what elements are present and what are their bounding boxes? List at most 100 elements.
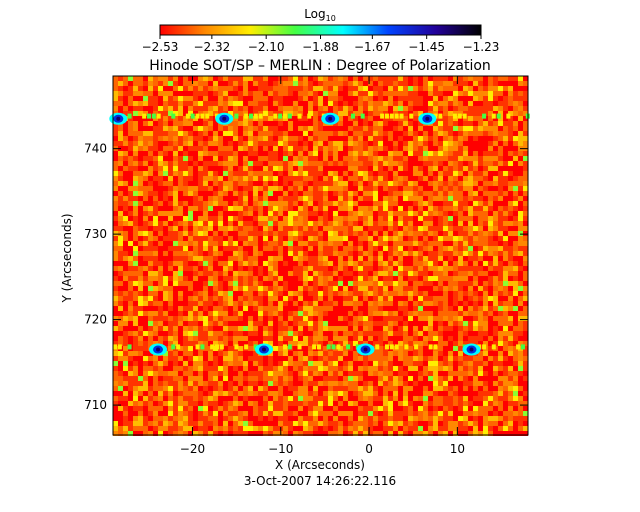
- heatmap-cell: [478, 366, 483, 371]
- heatmap-cell: [513, 241, 518, 246]
- heatmap-cell: [308, 191, 313, 196]
- heatmap-cell: [408, 356, 413, 361]
- heatmap-cell: [413, 151, 418, 156]
- heatmap-cell: [263, 216, 268, 221]
- heatmap-cell: [518, 261, 523, 266]
- heatmap-cell: [358, 136, 363, 141]
- heatmap-cell: [243, 221, 248, 226]
- heatmap-cell: [148, 311, 153, 316]
- heatmap-cell: [148, 321, 153, 326]
- heatmap-cell: [443, 201, 448, 206]
- heatmap-cell: [338, 306, 343, 311]
- heatmap-cell: [208, 121, 213, 126]
- heatmap-cell: [273, 291, 278, 296]
- heatmap-cell: [158, 151, 163, 156]
- heatmap-cell: [403, 171, 408, 176]
- heatmap-cell: [288, 151, 293, 156]
- heatmap-cell: [143, 301, 148, 306]
- heatmap-cell: [173, 326, 178, 331]
- heatmap-cell: [408, 326, 413, 331]
- heatmap-cell: [243, 296, 248, 301]
- heatmap-cell: [163, 341, 168, 346]
- heatmap-cell: [198, 156, 203, 161]
- heatmap-cell: [378, 126, 383, 131]
- heatmap-cell: [478, 356, 483, 361]
- heatmap-cell: [503, 136, 508, 141]
- heatmap-cell: [293, 336, 298, 341]
- heatmap-cell: [138, 356, 143, 361]
- heatmap-cell: [283, 261, 288, 266]
- heatmap-cell: [363, 96, 368, 101]
- heatmap-cell: [288, 181, 293, 186]
- heatmap-cell: [358, 216, 363, 221]
- heatmap-cell: [518, 171, 523, 176]
- heatmap-cell: [153, 96, 158, 101]
- heatmap-cell: [498, 281, 503, 286]
- heatmap-cell: [203, 316, 208, 321]
- heatmap-cell: [338, 316, 343, 321]
- heatmap-cell: [278, 211, 283, 216]
- heatmap-cell: [363, 371, 368, 376]
- heatmap-cell: [228, 321, 233, 326]
- heatmap-cell: [343, 296, 348, 301]
- heatmap-cell: [438, 366, 443, 371]
- heatmap-cell: [413, 256, 418, 261]
- heatmap-cell: [128, 136, 133, 141]
- heatmap-cell: [373, 311, 378, 316]
- heatmap-cell: [433, 136, 438, 141]
- heatmap-cell: [243, 271, 248, 276]
- heatmap-cell: [123, 146, 128, 151]
- heatmap-cell: [493, 191, 498, 196]
- heatmap-cell: [393, 156, 398, 161]
- heatmap-cell: [218, 181, 223, 186]
- heatmap-cell: [253, 171, 258, 176]
- heatmap-cell: [258, 341, 263, 346]
- heatmap-cell: [253, 296, 258, 301]
- heatmap-cell: [423, 326, 428, 331]
- heatmap-cell: [453, 191, 458, 196]
- heatmap-cell: [198, 171, 203, 176]
- heatmap-cell: [188, 121, 193, 126]
- heatmap-cell: [128, 226, 133, 231]
- heatmap-cell: [318, 106, 323, 111]
- heatmap-cell: [218, 131, 223, 136]
- heatmap-cell: [148, 226, 153, 231]
- heatmap-cell: [488, 81, 493, 86]
- heatmap-cell: [473, 101, 478, 106]
- heatmap-cell: [163, 276, 168, 281]
- heatmap-cell: [483, 226, 488, 231]
- heatmap-cell: [498, 86, 503, 91]
- heatmap-cell: [393, 336, 398, 341]
- heatmap-cell: [508, 111, 513, 116]
- heatmap-cell: [278, 181, 283, 186]
- heatmap-cell: [453, 121, 458, 126]
- heatmap-cell: [493, 211, 498, 216]
- heatmap-cell: [413, 351, 418, 356]
- heatmap-cell: [513, 176, 518, 181]
- heatmap-cell: [138, 151, 143, 156]
- heatmap-cell: [393, 161, 398, 166]
- heatmap-cell: [438, 171, 443, 176]
- heatmap-cell: [368, 116, 373, 121]
- heatmap-cell: [438, 186, 443, 191]
- heatmap-cell: [383, 241, 388, 246]
- heatmap-cell: [158, 246, 163, 251]
- heatmap-cell: [503, 341, 508, 346]
- heatmap-cell: [328, 266, 333, 271]
- heatmap-cell: [298, 366, 303, 371]
- heatmap-cell: [418, 301, 423, 306]
- heatmap-cell: [353, 261, 358, 266]
- heatmap-cell: [193, 326, 198, 331]
- heatmap-cell: [423, 276, 428, 281]
- heatmap-cell: [468, 251, 473, 256]
- heatmap-cell: [133, 146, 138, 151]
- heatmap-cell: [303, 361, 308, 366]
- heatmap-cell: [263, 261, 268, 266]
- heatmap-cell: [508, 326, 513, 331]
- heatmap-cell: [308, 96, 313, 101]
- heatmap-cell: [163, 146, 168, 151]
- heatmap-cell: [248, 261, 253, 266]
- heatmap-cell: [123, 336, 128, 341]
- heatmap-cell: [308, 336, 313, 341]
- heatmap-cell: [223, 301, 228, 306]
